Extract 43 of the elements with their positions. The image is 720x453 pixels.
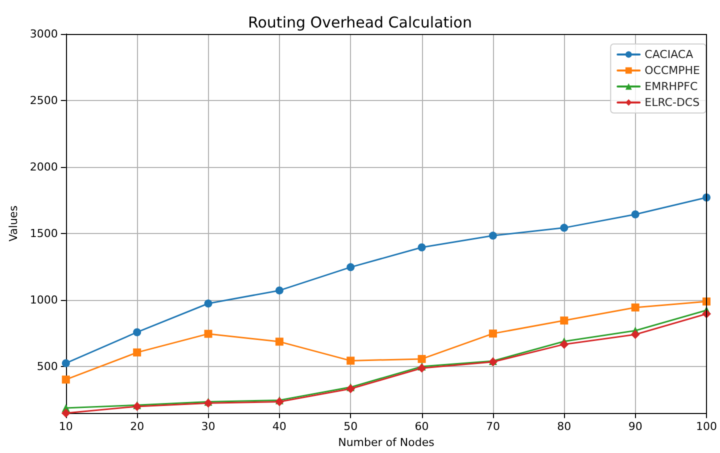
point [560, 340, 569, 349]
x-tick-label: 30 [201, 420, 216, 434]
x-tick-label: 90 [628, 420, 642, 434]
point [630, 330, 640, 339]
point [204, 299, 212, 308]
x-tick-label: 50 [344, 420, 358, 434]
legend-label: ELRC-DCS [644, 96, 700, 109]
point [275, 338, 284, 346]
point [133, 348, 142, 356]
y-tick-label: 1500 [30, 227, 58, 240]
point [418, 243, 426, 252]
y-tick-label: 500 [36, 360, 58, 374]
x-tick-label: 10 [58, 420, 73, 434]
point [204, 330, 212, 338]
x-tick-label: 40 [272, 420, 286, 434]
point [631, 210, 640, 218]
x-tick-label: 100 [696, 420, 717, 434]
y-axis-title: Values [7, 205, 20, 242]
point [346, 263, 355, 272]
legend-label: CACIACA [644, 48, 694, 61]
chart-title: Routing Overhead Calculation [248, 14, 472, 32]
point [560, 316, 568, 325]
point [346, 356, 355, 365]
point [560, 224, 568, 232]
point [62, 376, 70, 384]
x-tick-label: 80 [557, 420, 572, 434]
y-tick-label: 2500 [30, 94, 58, 108]
point [275, 286, 284, 294]
x-tick-label: 70 [486, 420, 500, 434]
legend-label: EMRHPFC [644, 80, 698, 93]
point [133, 328, 142, 336]
x-tick-label: 60 [414, 420, 429, 434]
point [631, 303, 640, 312]
x-tick-label: 20 [130, 420, 144, 434]
point [488, 330, 497, 338]
x-axis-title: Number of Nodes [338, 436, 435, 449]
point [418, 354, 426, 363]
point [488, 232, 497, 240]
y-tick-label: 2000 [30, 160, 58, 174]
legend-label: OCCMPHE [644, 64, 700, 77]
point [62, 359, 70, 368]
y-tick-label: 3000 [30, 28, 58, 40]
y-tick-label: 1000 [30, 294, 58, 307]
